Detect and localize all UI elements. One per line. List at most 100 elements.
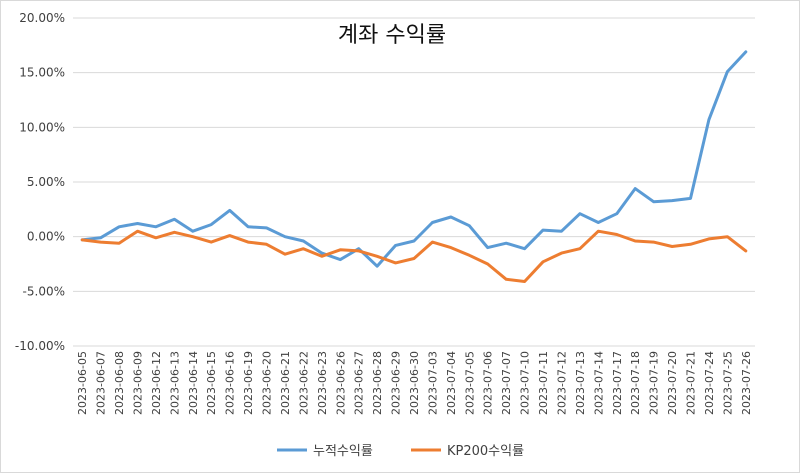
data-point <box>81 238 84 242</box>
x-tick-label: 2023-06-30 <box>408 351 421 415</box>
data-point <box>744 50 747 54</box>
data-point <box>431 221 434 224</box>
data-point <box>707 118 711 121</box>
data-point <box>560 251 563 255</box>
data-point <box>597 221 600 224</box>
x-tick-label: 2023-07-24 <box>703 351 716 415</box>
y-axis-ticks: -10.00% -5.00% 0.00% 5.00% 10.00% 15.00% 20.00… <box>15 11 65 353</box>
data-point <box>228 209 231 212</box>
data-point <box>394 261 397 265</box>
x-tick-label: 2023-07-11 <box>537 351 550 415</box>
x-tick-label: 2023-06-21 <box>279 351 292 415</box>
x-tick-label: 2023-06-26 <box>334 351 347 415</box>
data-point <box>117 242 121 245</box>
x-tick-label: 2023-06-12 <box>150 351 163 415</box>
data-point <box>117 225 121 228</box>
data-point <box>431 240 434 244</box>
data-point <box>394 244 397 247</box>
data-point <box>597 230 600 233</box>
data-point <box>634 239 637 243</box>
legend-label: 누적수익률 <box>313 444 373 459</box>
data-point <box>228 234 231 237</box>
data-point <box>99 236 102 239</box>
data-point <box>154 225 158 228</box>
data-point <box>173 231 176 234</box>
x-tick-label: 2023-07-05 <box>463 351 476 415</box>
data-point <box>541 228 545 232</box>
data-point <box>523 280 526 283</box>
data-point <box>560 230 563 233</box>
data-point <box>486 262 489 266</box>
legend-item: KP200수익률 <box>411 444 524 459</box>
data-point <box>210 223 213 226</box>
data-point <box>707 237 711 241</box>
chart-title: 계좌 수익률 <box>338 23 446 48</box>
data-point <box>412 257 416 260</box>
x-tick-label: 2023-07-21 <box>684 351 697 415</box>
x-tick-label: 2023-07-19 <box>648 351 661 415</box>
data-point <box>689 243 692 246</box>
data-point <box>357 249 360 253</box>
x-axis-ticks: 2023-06-05 2023-06-07 2023-06-08 2023-06-09… <box>76 351 753 415</box>
data-point <box>634 187 637 190</box>
legend: 누적수익률 KP200수익률 <box>277 444 524 459</box>
series-group <box>80 229 748 283</box>
data-point <box>449 246 453 249</box>
data-point <box>357 247 360 250</box>
data-point <box>265 226 268 230</box>
data-point <box>99 240 102 244</box>
data-point <box>523 247 526 250</box>
data-point <box>670 199 674 202</box>
data-point <box>468 224 471 227</box>
legend-item: 누적수익률 <box>277 444 373 459</box>
x-tick-label: 2023-06-14 <box>187 351 200 415</box>
data-point <box>283 253 287 256</box>
series-line <box>80 229 748 283</box>
x-tick-label: 2023-07-25 <box>721 351 734 415</box>
data-point <box>246 225 250 228</box>
data-point <box>154 236 158 239</box>
data-point <box>486 246 489 249</box>
x-tick-label: 2023-06-13 <box>168 351 181 415</box>
x-tick-label: 2023-06-15 <box>205 351 218 415</box>
y-tick-label: 10.00% <box>19 120 65 134</box>
data-point <box>339 258 342 261</box>
data-point <box>283 235 287 238</box>
y-tick-label: 0.00% <box>27 230 65 244</box>
x-tick-label: 2023-07-04 <box>445 351 458 415</box>
data-point <box>265 243 268 246</box>
data-point <box>578 247 582 250</box>
x-tick-label: 2023-06-28 <box>371 351 384 415</box>
x-tick-label: 2023-07-14 <box>592 351 605 415</box>
data-point <box>578 212 582 215</box>
data-point <box>320 251 323 255</box>
x-tick-label: 2023-07-07 <box>500 351 513 415</box>
data-point <box>412 239 416 243</box>
x-tick-label: 2023-06-07 <box>95 351 108 415</box>
x-tick-label: 2023-07-26 <box>740 351 753 415</box>
data-point <box>615 233 618 236</box>
data-point <box>468 254 471 257</box>
data-point <box>670 245 674 248</box>
data-point <box>375 255 379 258</box>
data-point <box>136 222 139 225</box>
gridlines <box>73 17 755 347</box>
y-tick-label: 20.00% <box>19 11 65 25</box>
data-point <box>191 230 194 233</box>
data-point <box>505 278 508 281</box>
x-tick-label: 2023-07-17 <box>611 351 624 415</box>
data-point <box>652 240 655 244</box>
x-tick-label: 2023-06-09 <box>132 351 145 415</box>
x-tick-label: 2023-07-20 <box>666 351 679 415</box>
data-point <box>652 200 655 203</box>
data-point <box>210 240 213 244</box>
data-point <box>302 239 305 243</box>
x-tick-label: 2023-07-06 <box>482 351 495 415</box>
x-tick-label: 2023-07-03 <box>426 351 439 415</box>
data-point <box>173 218 176 221</box>
data-point <box>339 248 342 251</box>
legend-label: KP200수익률 <box>447 444 524 459</box>
data-point <box>246 240 250 244</box>
x-tick-label: 2023-06-22 <box>297 351 310 415</box>
